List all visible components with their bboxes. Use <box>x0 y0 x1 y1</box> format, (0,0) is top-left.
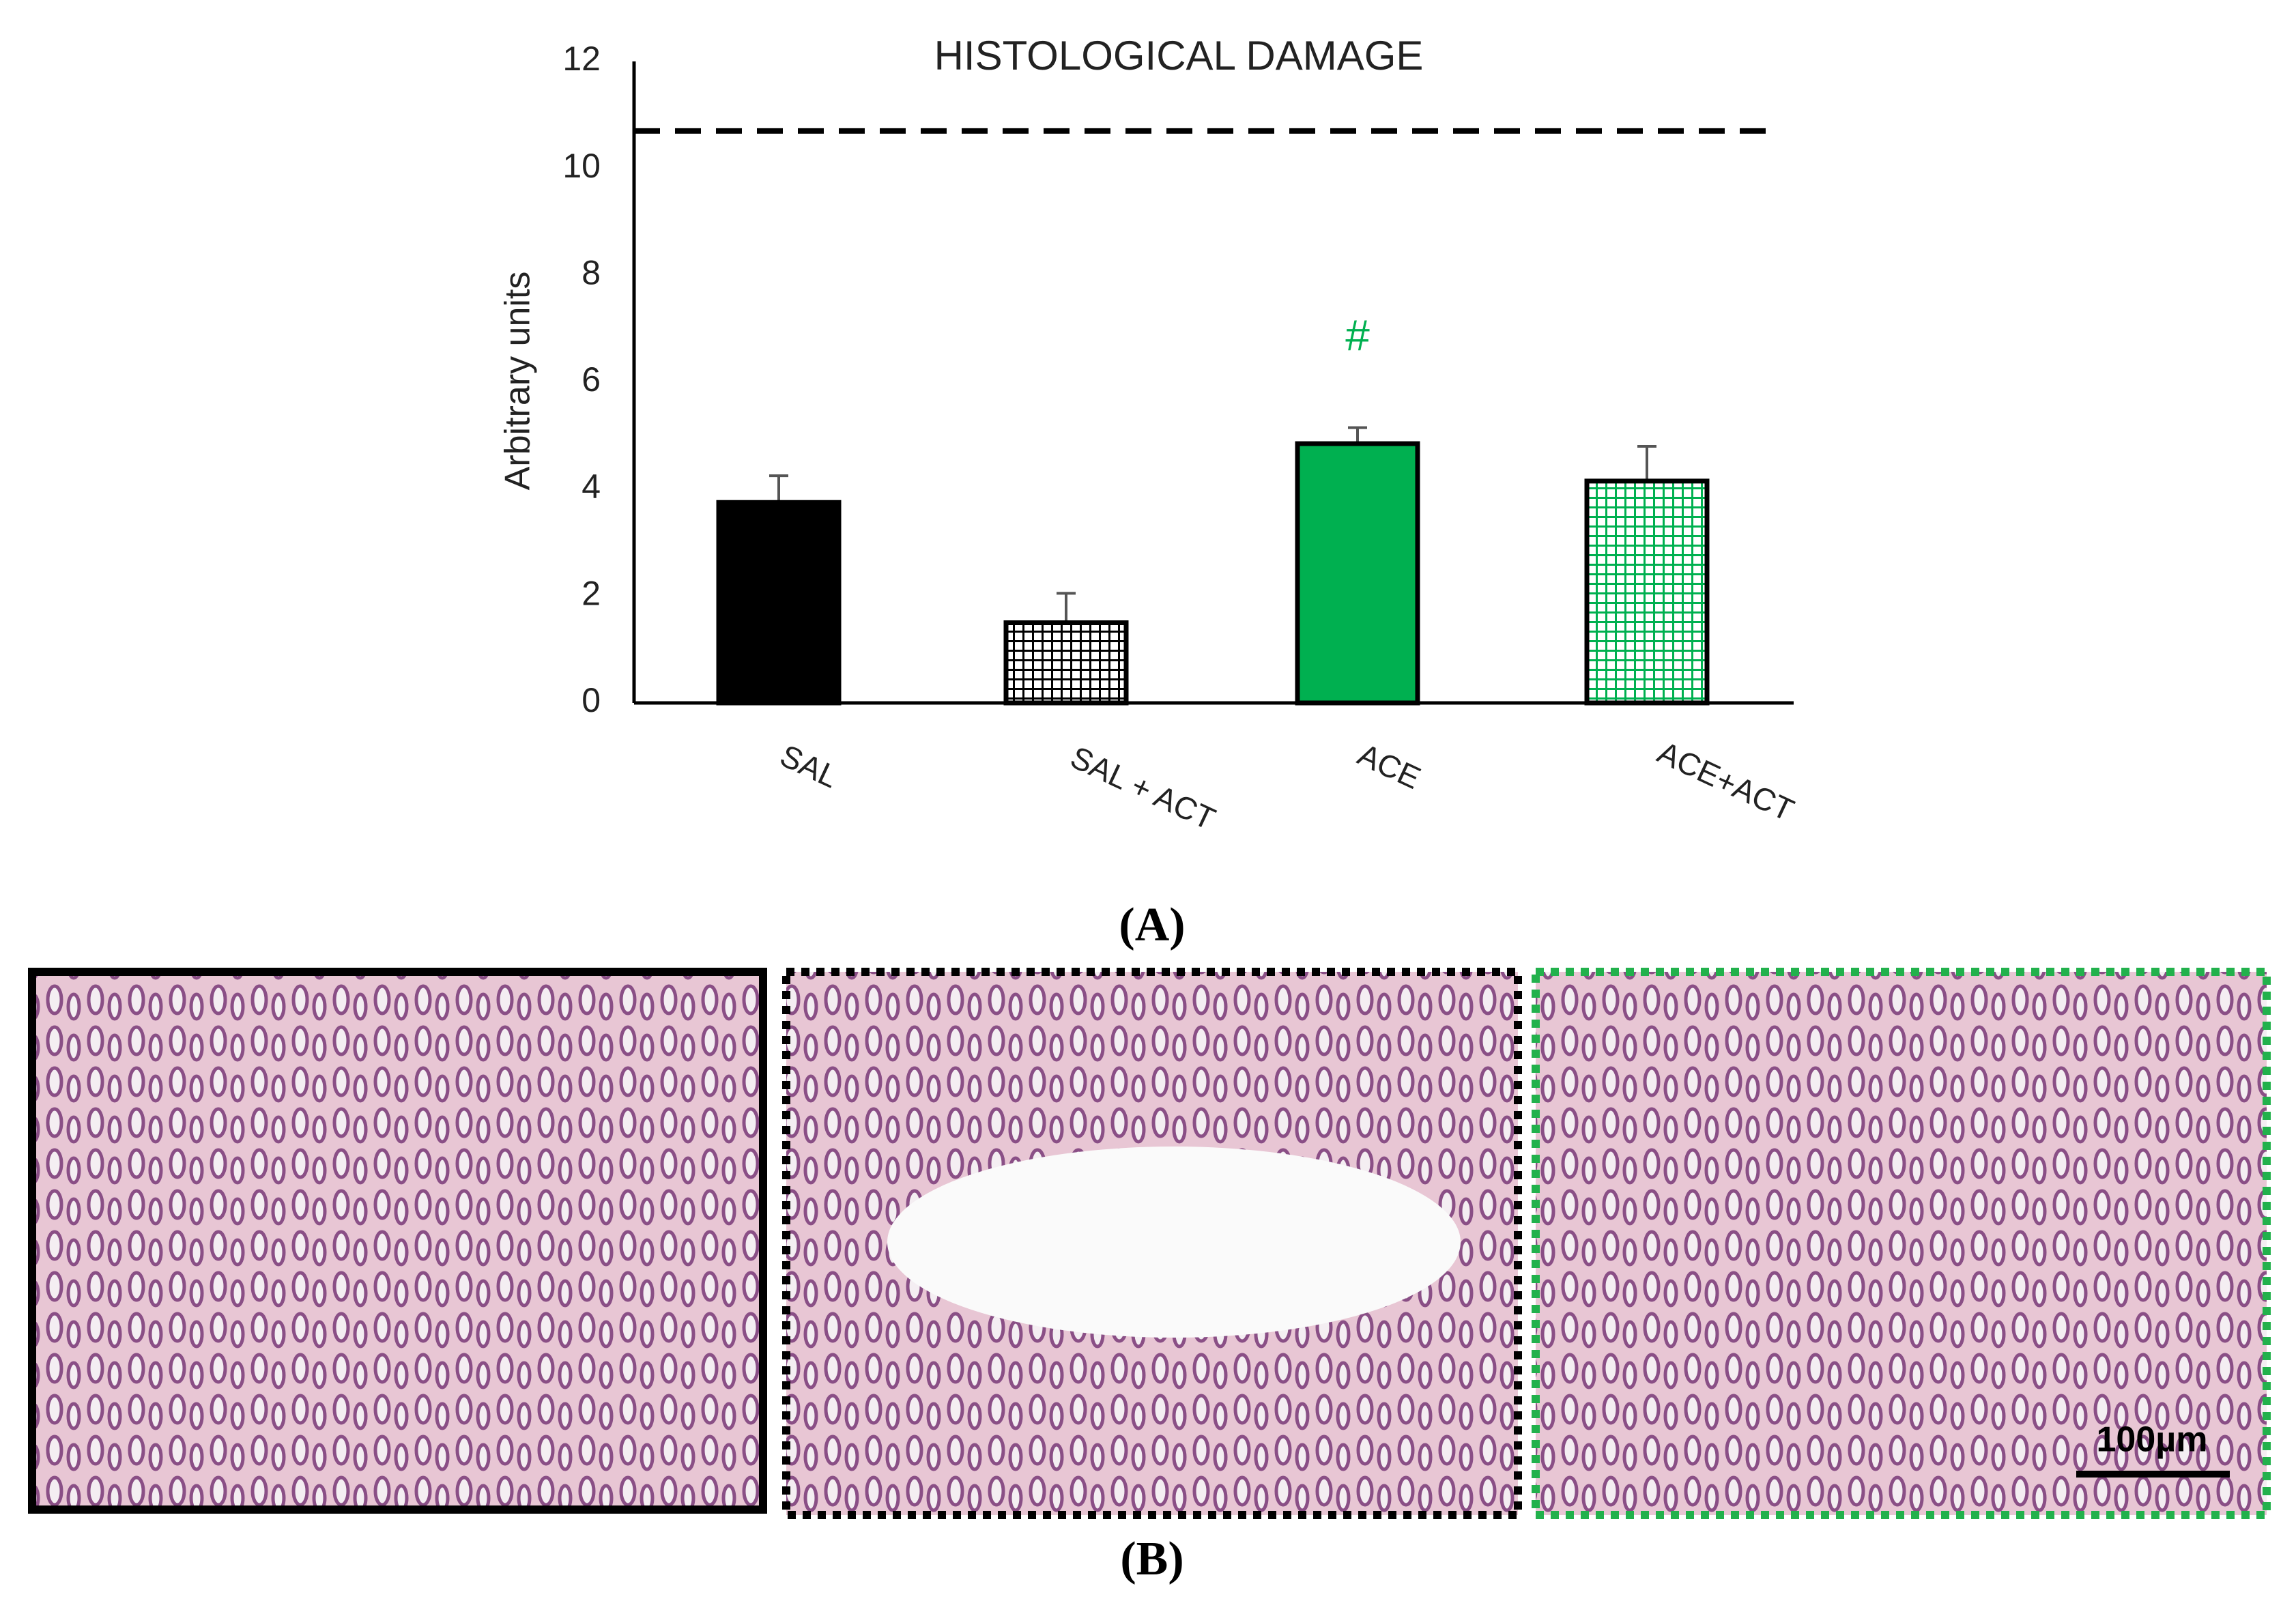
bar <box>1003 620 1129 706</box>
bar <box>1584 478 1710 706</box>
panel-label: (B) <box>1120 1533 1183 1585</box>
bar <box>1295 441 1420 706</box>
y-tick-label: 12 <box>562 40 601 78</box>
x-tick-label: ACE+ACT <box>1652 734 1799 828</box>
x-tick-label: ACE <box>1353 736 1426 796</box>
micrograph-panels: 100µm <box>28 968 2271 1519</box>
panel-label: (A) <box>1119 899 1185 951</box>
y-tick-label: 8 <box>582 254 601 292</box>
y-tick-label: 2 <box>582 575 601 613</box>
bar <box>716 500 842 706</box>
y-tick-label: 4 <box>582 467 601 506</box>
plot: 0 2 4 6 8 10 12 SAL SAL + ACT ACE ACE+ACT # <box>562 40 1799 837</box>
micrograph <box>1532 968 2271 1519</box>
y-axis-label: Arbitrary units <box>498 272 538 491</box>
lumen <box>887 1147 1461 1338</box>
micrograph <box>28 968 767 1514</box>
x-tick-label: SAL <box>775 738 844 795</box>
annotation: # <box>1345 311 1370 360</box>
y-tick-label: 0 <box>582 681 601 719</box>
scale-bar-label: 100µm <box>2097 1420 2208 1460</box>
y-tick-label: 10 <box>562 147 601 185</box>
chart-title: HISTOLOGICAL DAMAGE <box>934 33 1424 78</box>
y-tick-label: 6 <box>582 360 601 399</box>
x-tick-label: SAL + ACT <box>1065 739 1221 837</box>
